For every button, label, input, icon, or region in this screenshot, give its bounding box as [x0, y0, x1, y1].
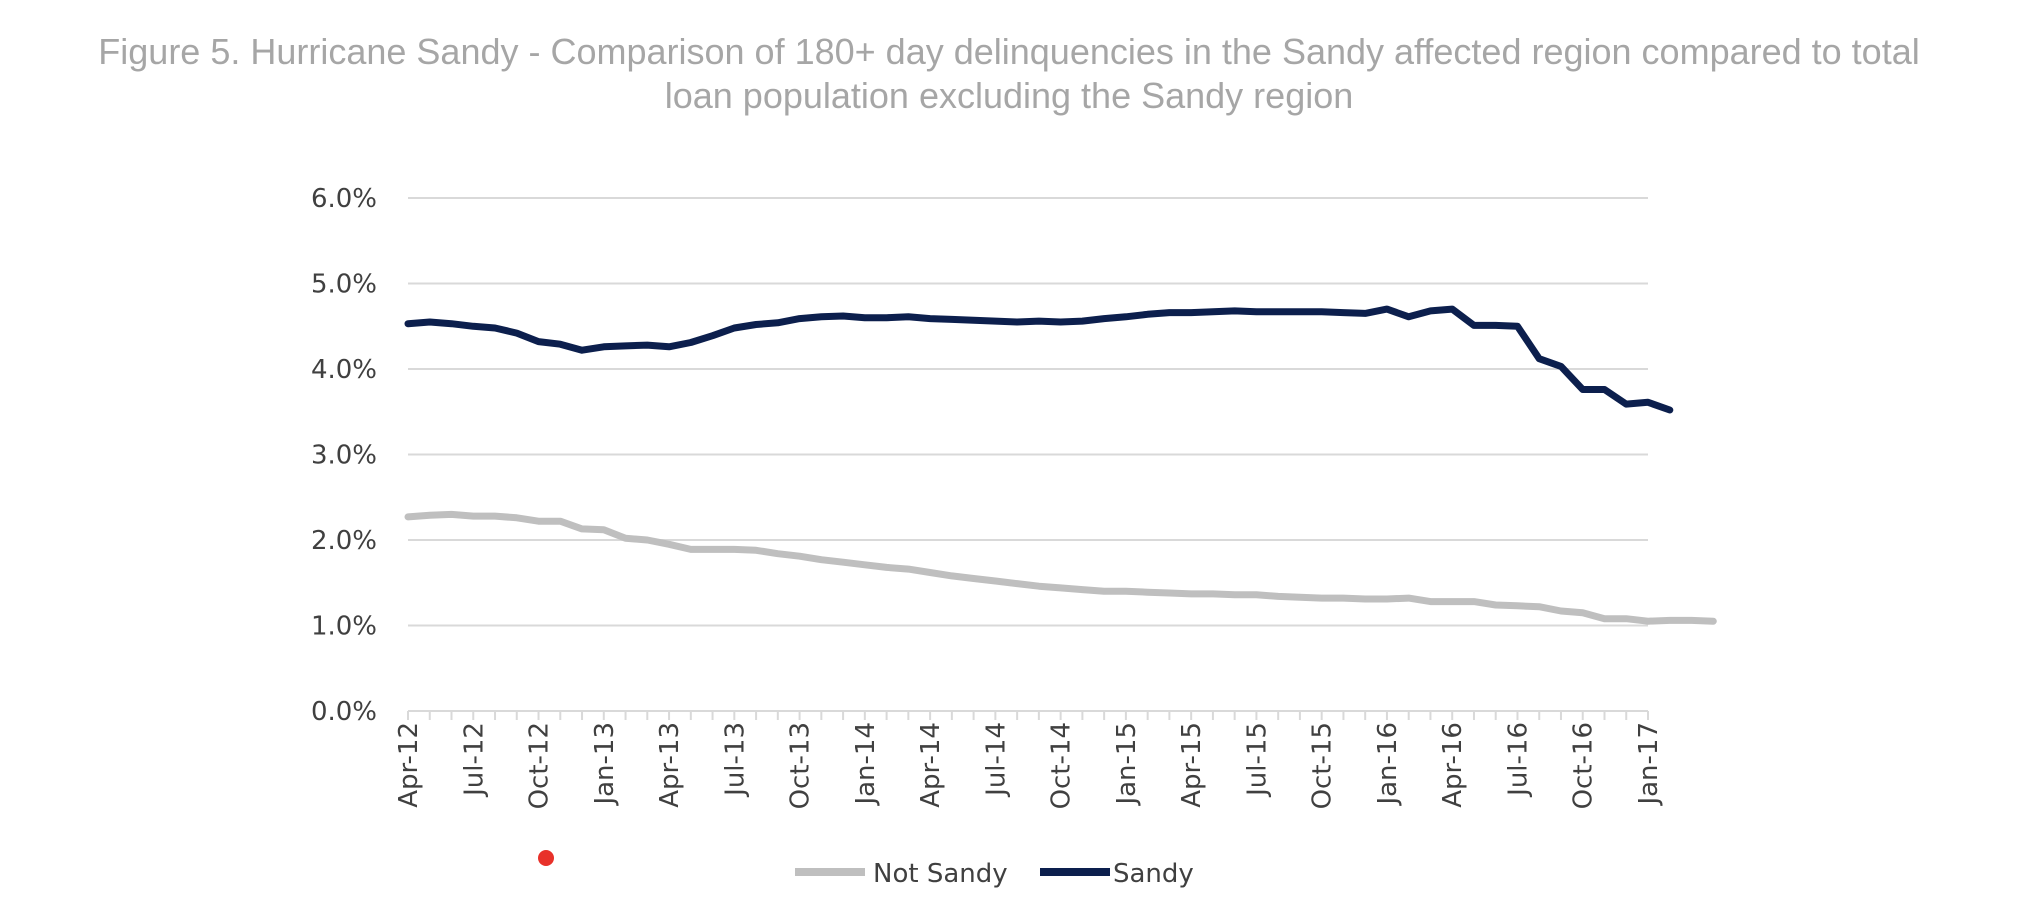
legend-entry-sandy: Sandy: [1040, 859, 1194, 889]
y-tick-label: 0.0%: [311, 697, 377, 727]
x-tick-label: Jul-16: [1503, 722, 1533, 798]
legend-entry-not-sandy: Not Sandy: [795, 859, 1008, 889]
y-tick-label: 3.0%: [311, 441, 377, 471]
y-tick-label: 4.0%: [311, 355, 377, 385]
x-tick-label: Apr-16: [1438, 722, 1468, 808]
x-tick-label: Oct-14: [1047, 722, 1077, 809]
legend: Not Sandy Sandy: [538, 850, 1194, 889]
legend-label-not-sandy: Not Sandy: [873, 859, 1008, 889]
legend-marker-dot: [538, 850, 554, 866]
x-tick-label: Apr-12: [394, 722, 424, 808]
legend-label-sandy: Sandy: [1113, 859, 1194, 889]
series-line-sandy: [404, 305, 1674, 414]
x-tick-label: Jan-16: [1373, 722, 1403, 807]
x-tick-label: Jan-14: [851, 722, 881, 807]
x-tick-label: Oct-15: [1308, 722, 1338, 809]
y-tick-label: 2.0%: [311, 526, 377, 556]
x-tick-label: Oct-13: [786, 722, 816, 809]
chart-title-line-1: Figure 5. Hurricane Sandy - Comparison o…: [98, 31, 1919, 72]
series-line-not-sandy: [404, 510, 1717, 625]
x-tick-label: Jul-15: [1242, 722, 1272, 798]
y-tick-label: 6.0%: [311, 184, 377, 214]
y-tick-label: 5.0%: [311, 270, 377, 300]
x-tick-label: Apr-15: [1177, 722, 1207, 808]
x-tick-label: Jan-13: [590, 722, 620, 807]
x-tick-label: Jan-15: [1112, 722, 1142, 807]
plot-area: 0.0% 1.0% 2.0% 3.0% 4.0% 5.0% 6.0% Apr-12 Jul-12…: [311, 184, 1717, 809]
x-tick-label: Jan-17: [1634, 722, 1664, 807]
x-tick-label: Apr-13: [655, 722, 685, 808]
chart-title-line-2: loan population excluding the Sandy regi…: [665, 75, 1354, 116]
x-tick-label: Oct-16: [1569, 722, 1599, 809]
x-tick-label: Jul-14: [981, 722, 1011, 798]
x-tick-label: Apr-14: [916, 722, 946, 808]
chart-title: Figure 5. Hurricane Sandy - Comparison o…: [98, 31, 1919, 116]
x-tick-label: Oct-12: [525, 722, 555, 809]
x-tick-label: Jul-13: [720, 722, 750, 798]
y-tick-label: 1.0%: [311, 612, 377, 642]
x-tick-label: Jul-12: [459, 722, 489, 798]
